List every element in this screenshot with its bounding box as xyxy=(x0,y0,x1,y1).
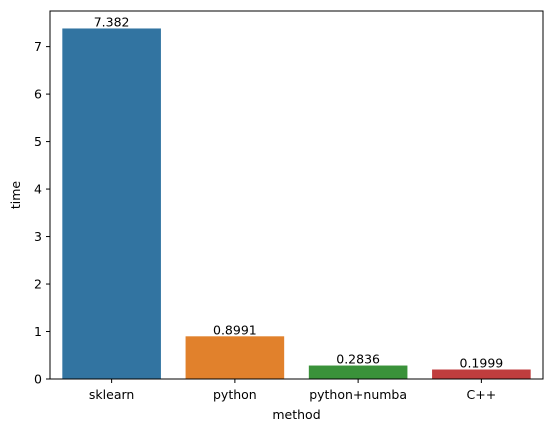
bar-1 xyxy=(185,336,285,379)
x-tick-label-2: python+numba xyxy=(309,387,407,402)
x-tick-label-1: python xyxy=(213,387,257,402)
y-tick-label-7: 7 xyxy=(34,39,42,54)
y-tick-label-1: 1 xyxy=(34,324,42,339)
y-tick-label-3: 3 xyxy=(34,229,42,244)
y-tick-label-5: 5 xyxy=(34,134,42,149)
y-tick-label-2: 2 xyxy=(34,277,42,292)
x-axis-label: method xyxy=(272,407,320,422)
y-tick-label-4: 4 xyxy=(34,182,42,197)
data-labels-group: 7.382 0.8991 0.2836 0.1999 xyxy=(94,14,504,370)
x-tick-label-0: sklearn xyxy=(89,387,134,402)
bar-2 xyxy=(308,365,408,379)
x-axis-ticks: sklearn python python+numba C++ xyxy=(89,379,496,402)
data-label-2: 0.2836 xyxy=(336,352,380,367)
bars-group xyxy=(62,28,531,380)
bar-0 xyxy=(62,28,161,380)
y-tick-label-0: 0 xyxy=(34,372,42,387)
y-tick-label-6: 6 xyxy=(34,87,42,102)
bar-3 xyxy=(432,369,531,379)
y-axis-label: time xyxy=(8,181,23,210)
x-tick-label-3: C++ xyxy=(467,387,497,402)
data-label-0: 7.382 xyxy=(94,14,130,29)
plot-frame xyxy=(49,10,544,380)
data-label-3: 0.1999 xyxy=(460,356,504,371)
y-axis-ticks: 0 1 2 3 4 5 6 7 xyxy=(34,39,50,387)
data-label-1: 0.8991 xyxy=(213,322,257,337)
